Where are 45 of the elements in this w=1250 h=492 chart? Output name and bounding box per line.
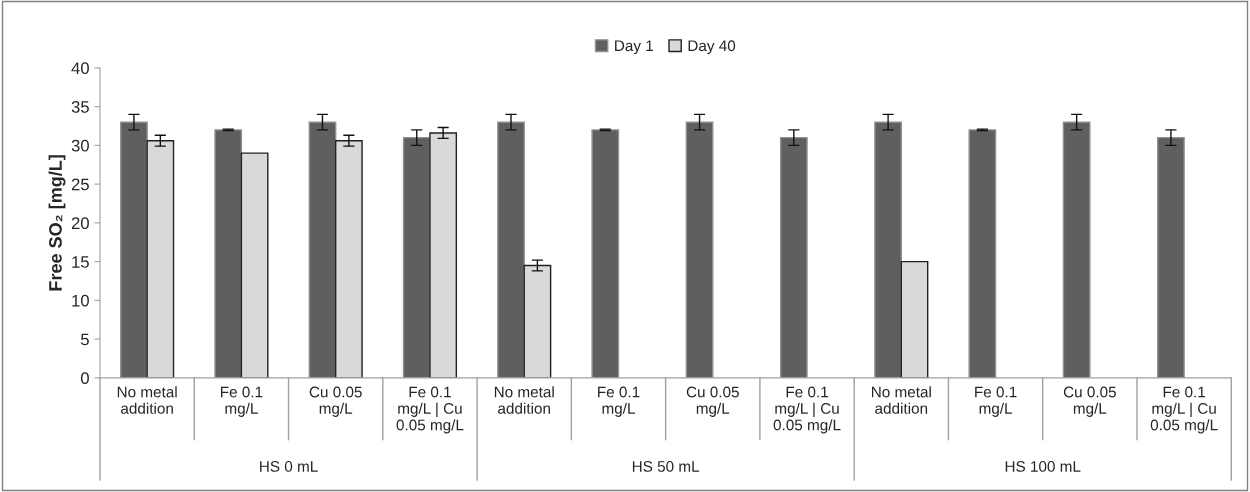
x-tick-label: Fe 0.1 mg/L | Cu 0.05 mg/L: [396, 386, 464, 434]
y-tick-label: 5: [80, 333, 89, 346]
x-tick-label: Fe 0.1 mg/L | Cu 0.05 mg/L: [1150, 386, 1218, 434]
bar: [240, 152, 269, 378]
bar: [429, 132, 458, 378]
x-tick-label: Cu 0.05 mg/L: [686, 386, 739, 417]
x-tick-label: Fe 0.1 mg/L: [221, 386, 263, 417]
x-tick-label: Fe 0.1 mg/L: [975, 386, 1017, 417]
y-tick-label: 10: [72, 294, 89, 307]
y-tick-label: 35: [71, 101, 89, 113]
bar: [523, 264, 552, 378]
bar: [779, 136, 808, 378]
bar: [874, 121, 902, 378]
bar: [402, 136, 431, 378]
bar: [900, 260, 929, 378]
text: HS 100 mL: [1005, 461, 1081, 472]
legend-label: Day 1: [615, 40, 653, 55]
legend-label: Day 40: [688, 40, 736, 55]
bar: [1062, 121, 1091, 378]
x-tick-label: No metal addition: [117, 386, 177, 414]
y-tick-label: 40: [71, 62, 89, 75]
bar: [1157, 136, 1185, 378]
text: HS 50 mL: [632, 461, 700, 472]
bar: [497, 121, 525, 378]
bar: [214, 129, 243, 378]
x-tick-label: Fe 0.1 mg/L: [598, 386, 640, 417]
bar: [591, 129, 620, 378]
x-tick-label: Cu 0.05 mg/L: [309, 386, 362, 417]
bar: [968, 129, 997, 378]
y-tick-label: 0: [80, 372, 89, 385]
y-tick-label: 25: [71, 178, 89, 191]
y-tick-label: 30: [71, 139, 89, 152]
x-tick-label: No metal addition: [871, 386, 931, 414]
x-tick-label: No metal addition: [494, 386, 554, 414]
bar: [146, 140, 175, 378]
bar: [120, 121, 148, 378]
text: HS 0 mL: [260, 461, 318, 472]
bar: [334, 140, 363, 378]
y-tick-label: 20: [71, 217, 89, 230]
x-tick-label: Fe 0.1 mg/L | Cu 0.05 mg/L: [773, 386, 841, 434]
bar: [685, 121, 714, 378]
y-tick-label: 15: [72, 256, 89, 268]
x-tick-label: Cu 0.05 mg/L: [1063, 386, 1116, 417]
y-axis-title: Free SO₂ [mg/L]: [48, 155, 66, 291]
bar: [308, 121, 337, 378]
